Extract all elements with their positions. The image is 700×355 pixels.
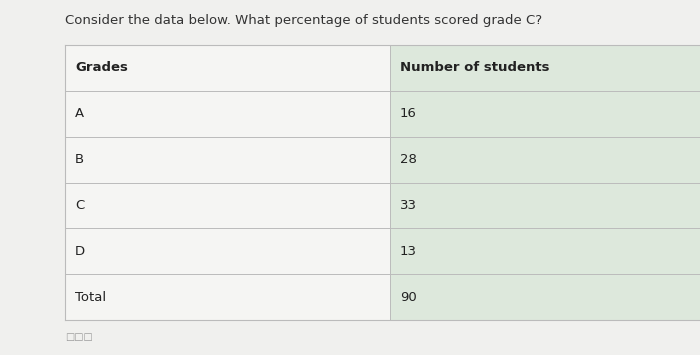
Text: Consider the data below. What percentage of students scored grade C?: Consider the data below. What percentage… (65, 14, 542, 27)
Text: D: D (75, 245, 85, 258)
Bar (390, 45, 700, 320)
Text: C: C (75, 199, 84, 212)
Text: Grades: Grades (75, 61, 128, 75)
Text: 13: 13 (400, 245, 417, 258)
Text: 90: 90 (400, 291, 416, 304)
Text: □□□: □□□ (65, 332, 92, 342)
Bar (65, 45, 390, 320)
Text: 28: 28 (400, 153, 417, 166)
Text: Total: Total (75, 291, 106, 304)
Text: 16: 16 (400, 107, 417, 120)
Text: 33: 33 (400, 199, 417, 212)
Text: B: B (75, 153, 84, 166)
Text: A: A (75, 107, 84, 120)
Text: Number of students: Number of students (400, 61, 550, 75)
